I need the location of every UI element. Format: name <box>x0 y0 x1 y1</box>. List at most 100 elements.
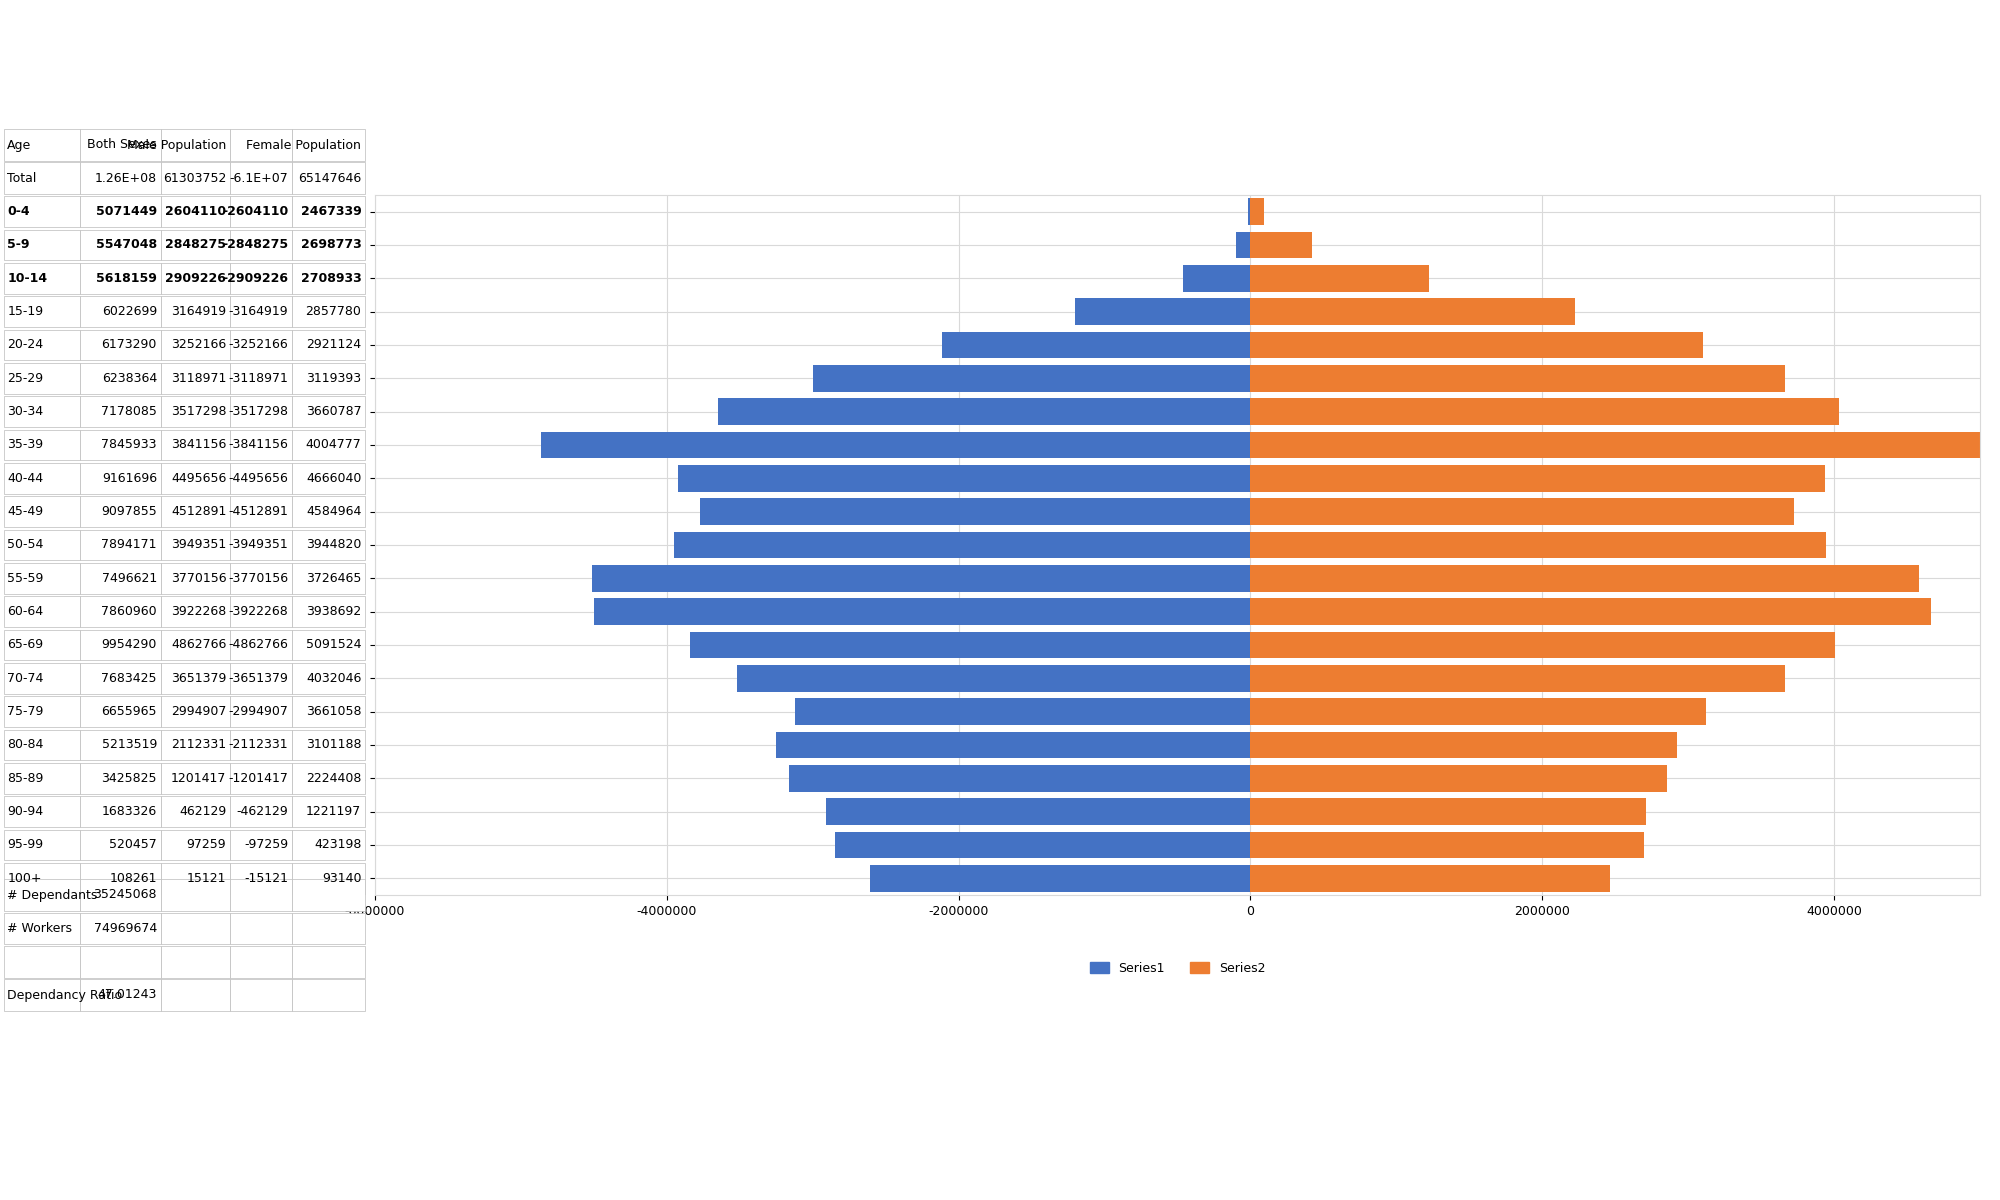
Bar <box>1250 299 1576 325</box>
Bar <box>1250 565 1920 592</box>
Text: 3661058: 3661058 <box>306 706 362 718</box>
Text: 6022699: 6022699 <box>102 305 156 318</box>
Text: 3922268: 3922268 <box>172 605 226 618</box>
Bar <box>4 563 80 594</box>
Text: 6655965: 6655965 <box>102 706 156 718</box>
Bar <box>1250 732 1676 758</box>
Text: 74969674: 74969674 <box>94 922 156 935</box>
Bar <box>80 296 160 326</box>
Bar <box>160 880 230 911</box>
Text: 2994907: 2994907 <box>170 706 226 718</box>
Text: -15121: -15121 <box>244 872 288 884</box>
Bar <box>160 430 230 461</box>
Bar <box>292 880 364 911</box>
Bar <box>4 596 80 626</box>
Text: 3660787: 3660787 <box>306 406 362 418</box>
Text: 4032046: 4032046 <box>306 672 362 685</box>
Bar <box>230 763 292 793</box>
Text: 25-29: 25-29 <box>8 372 44 385</box>
Text: 7683425: 7683425 <box>102 672 156 685</box>
Bar <box>80 863 160 894</box>
Bar <box>160 362 230 394</box>
Bar <box>160 797 230 827</box>
Bar <box>80 497 160 527</box>
Bar <box>678 464 1250 492</box>
Bar <box>292 662 364 694</box>
Bar <box>292 529 364 560</box>
Bar <box>1250 498 1794 526</box>
Bar <box>292 130 364 161</box>
Bar <box>230 197 292 227</box>
Text: 100+: 100+ <box>8 872 42 884</box>
Text: 4666040: 4666040 <box>306 472 362 485</box>
Text: 520457: 520457 <box>110 839 156 852</box>
Bar <box>292 362 364 394</box>
Bar <box>4 430 80 461</box>
Text: 3118971: 3118971 <box>170 372 226 385</box>
Text: Total: Total <box>8 172 36 185</box>
Text: 15121: 15121 <box>186 872 226 884</box>
Bar <box>814 365 1250 391</box>
Bar <box>230 946 292 978</box>
Bar <box>230 979 292 1010</box>
Text: 462129: 462129 <box>180 805 226 818</box>
Bar <box>690 631 1250 659</box>
Text: 2909226: 2909226 <box>166 272 226 284</box>
Text: 7496621: 7496621 <box>102 572 156 584</box>
Text: 45-49: 45-49 <box>8 505 44 518</box>
Text: 55-59: 55-59 <box>8 572 44 584</box>
Bar <box>292 696 364 727</box>
Text: 2857780: 2857780 <box>306 305 362 318</box>
Text: -3922268: -3922268 <box>228 605 288 618</box>
Bar <box>230 362 292 394</box>
Text: Age: Age <box>8 138 32 151</box>
Bar <box>230 880 292 911</box>
Bar <box>80 596 160 626</box>
Bar <box>4 696 80 727</box>
Bar <box>4 863 80 894</box>
Text: 5213519: 5213519 <box>102 738 156 751</box>
Bar <box>160 912 230 944</box>
Text: 5071449: 5071449 <box>96 205 156 218</box>
Bar <box>230 829 292 860</box>
Text: 9954290: 9954290 <box>102 638 156 652</box>
Bar <box>292 596 364 626</box>
Bar <box>4 463 80 493</box>
Text: 95-99: 95-99 <box>8 839 44 852</box>
Bar <box>160 463 230 493</box>
Bar <box>4 197 80 227</box>
Text: 35245068: 35245068 <box>94 888 156 901</box>
Text: -4512891: -4512891 <box>228 505 288 518</box>
Text: 4862766: 4862766 <box>170 638 226 652</box>
Text: 2604110: 2604110 <box>166 205 226 218</box>
Text: 3949351: 3949351 <box>172 539 226 552</box>
Bar <box>80 797 160 827</box>
Bar <box>230 497 292 527</box>
Bar <box>80 362 160 394</box>
Bar <box>160 863 230 894</box>
Bar <box>160 529 230 560</box>
Bar <box>4 797 80 827</box>
Bar <box>292 162 364 194</box>
Text: 3841156: 3841156 <box>170 438 226 451</box>
Text: 1201417: 1201417 <box>170 772 226 785</box>
Bar <box>160 396 230 427</box>
Bar <box>1250 232 1312 258</box>
Bar <box>160 497 230 527</box>
Text: 75-79: 75-79 <box>8 706 44 718</box>
Text: 3425825: 3425825 <box>102 772 156 785</box>
Bar <box>292 396 364 427</box>
Bar <box>1250 698 1706 725</box>
Text: # Workers: # Workers <box>8 922 72 935</box>
Bar <box>292 263 364 294</box>
Text: -3118971: -3118971 <box>228 372 288 385</box>
Bar <box>230 563 292 594</box>
Text: 10-14: 10-14 <box>8 272 48 284</box>
Bar <box>230 912 292 944</box>
Bar <box>1250 599 1932 625</box>
Text: 97259: 97259 <box>186 839 226 852</box>
Bar <box>160 263 230 294</box>
Bar <box>160 979 230 1010</box>
Bar <box>292 229 364 260</box>
Text: 15-19: 15-19 <box>8 305 44 318</box>
